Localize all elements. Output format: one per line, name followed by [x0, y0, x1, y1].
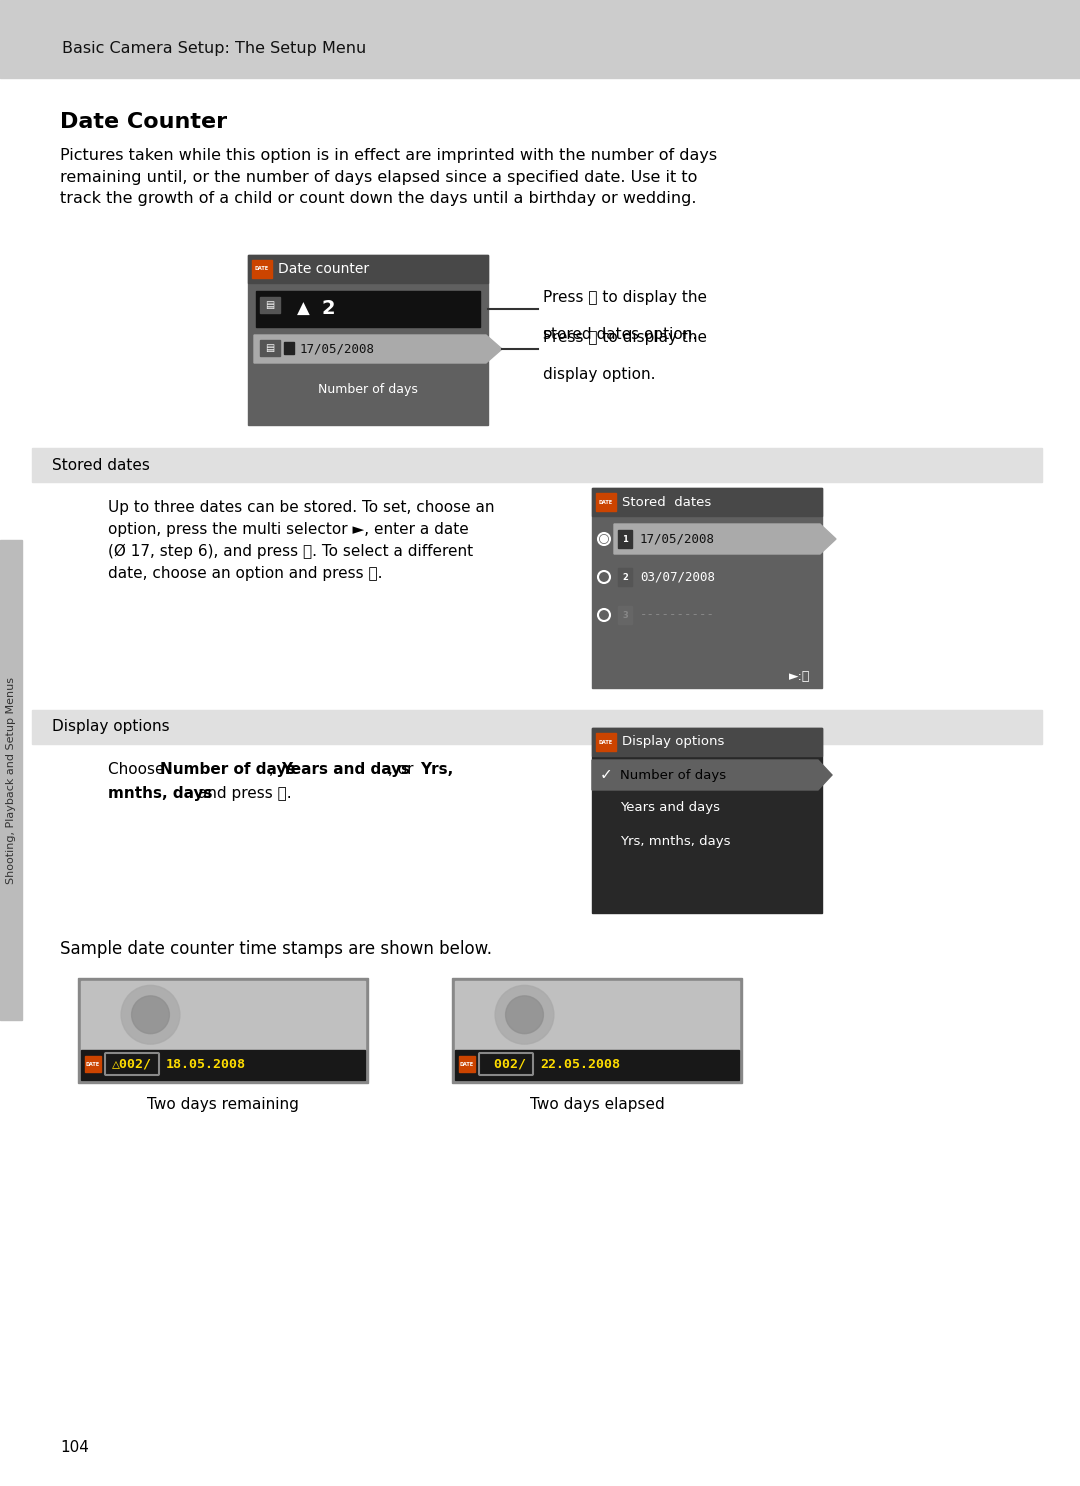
- Bar: [248, 256, 488, 425]
- Text: Two days remaining: Two days remaining: [147, 1098, 299, 1113]
- Bar: [85, 1057, 102, 1071]
- FancyBboxPatch shape: [105, 1054, 159, 1074]
- Bar: [592, 728, 822, 756]
- Bar: [453, 978, 742, 1083]
- Circle shape: [121, 985, 180, 1045]
- Text: Years and days: Years and days: [620, 801, 720, 814]
- Text: 2: 2: [321, 300, 335, 318]
- Circle shape: [495, 985, 554, 1045]
- Text: Years and days: Years and days: [281, 762, 410, 777]
- Bar: [252, 260, 272, 278]
- Bar: [32, 447, 1042, 481]
- Text: Press ⒪ to display the: Press ⒪ to display the: [543, 290, 707, 305]
- Text: DATE: DATE: [460, 1061, 474, 1067]
- Bar: [592, 487, 822, 516]
- Text: ✓: ✓: [600, 767, 612, 783]
- Text: Basic Camera Setup: The Setup Menu: Basic Camera Setup: The Setup Menu: [62, 40, 366, 56]
- Text: 1: 1: [622, 535, 627, 544]
- Circle shape: [600, 535, 607, 542]
- Text: ----------: ----------: [640, 608, 715, 621]
- Text: (Ø 17, step 6), and press ⒪. To select a different: (Ø 17, step 6), and press ⒪. To select a…: [108, 544, 473, 559]
- Text: Stored dates: Stored dates: [52, 458, 150, 473]
- Bar: [81, 981, 365, 1080]
- Bar: [81, 1051, 365, 1080]
- Text: DATE: DATE: [255, 266, 269, 272]
- Bar: [592, 728, 822, 912]
- Text: Number of days: Number of days: [620, 768, 726, 782]
- Text: DATE: DATE: [599, 499, 613, 505]
- Text: Display options: Display options: [622, 736, 725, 749]
- Text: display option.: display option.: [543, 367, 656, 382]
- Circle shape: [505, 996, 543, 1034]
- Bar: [596, 493, 616, 511]
- Text: 03/07/2008: 03/07/2008: [640, 571, 715, 584]
- Text: option, press the multi selector ►, enter a date: option, press the multi selector ►, ente…: [108, 522, 469, 536]
- Text: stored dates option.: stored dates option.: [543, 327, 698, 342]
- Bar: [618, 531, 632, 548]
- Text: 3: 3: [622, 611, 627, 620]
- Bar: [618, 606, 632, 624]
- Text: and press ⒪.: and press ⒪.: [193, 786, 292, 801]
- Text: Up to three dates can be stored. To set, choose an: Up to three dates can be stored. To set,…: [108, 499, 495, 516]
- Text: △002/: △002/: [112, 1058, 152, 1070]
- Bar: [260, 297, 280, 314]
- Text: Yrs, mnths, days: Yrs, mnths, days: [620, 835, 730, 849]
- Text: Display options: Display options: [52, 719, 170, 734]
- Text: Number of days: Number of days: [319, 382, 418, 395]
- Text: 22.05.2008: 22.05.2008: [540, 1058, 620, 1070]
- Text: ▤: ▤: [266, 300, 274, 311]
- Text: 18.05.2008: 18.05.2008: [166, 1058, 246, 1070]
- Text: Press ⒪ to display the: Press ⒪ to display the: [543, 330, 707, 345]
- Polygon shape: [254, 334, 502, 363]
- Text: ►:⒪: ►:⒪: [788, 670, 810, 682]
- Text: 104: 104: [60, 1440, 89, 1455]
- Text: Two days elapsed: Two days elapsed: [529, 1098, 664, 1113]
- Text: Stored  dates: Stored dates: [622, 495, 712, 508]
- Bar: [78, 978, 368, 1083]
- Text: 17/05/2008: 17/05/2008: [300, 342, 375, 355]
- Text: ▲: ▲: [297, 300, 309, 318]
- Bar: [596, 733, 616, 750]
- Bar: [455, 1051, 739, 1080]
- Text: Number of days: Number of days: [160, 762, 295, 777]
- Text: Sample date counter time stamps are shown below.: Sample date counter time stamps are show…: [60, 941, 492, 958]
- Circle shape: [132, 996, 170, 1034]
- FancyBboxPatch shape: [480, 1054, 534, 1074]
- Text: 17/05/2008: 17/05/2008: [640, 532, 715, 545]
- Bar: [592, 487, 822, 688]
- Text: Date counter: Date counter: [278, 262, 369, 276]
- Bar: [455, 981, 739, 1080]
- Bar: [260, 340, 280, 357]
- Bar: [32, 710, 1042, 744]
- Text: Yrs,: Yrs,: [420, 762, 454, 777]
- Text: date, choose an option and press ⒪.: date, choose an option and press ⒪.: [108, 566, 382, 581]
- Bar: [459, 1057, 475, 1071]
- Bar: [0, 0, 1080, 77]
- Text: DATE: DATE: [599, 740, 613, 744]
- Bar: [284, 342, 294, 354]
- Bar: [0, 539, 22, 1019]
- Text: Shooting, Playback and Setup Menus: Shooting, Playback and Setup Menus: [6, 676, 16, 884]
- Text: DATE: DATE: [86, 1061, 100, 1067]
- Text: 2: 2: [622, 572, 627, 581]
- Text: 002/: 002/: [486, 1058, 526, 1070]
- Text: , or: , or: [388, 762, 418, 777]
- Text: ,: ,: [269, 762, 279, 777]
- Bar: [256, 291, 480, 327]
- Bar: [248, 256, 488, 282]
- Text: Date Counter: Date Counter: [60, 111, 227, 132]
- Text: ▤: ▤: [266, 343, 274, 354]
- Text: Pictures taken while this option is in effect are imprinted with the number of d: Pictures taken while this option is in e…: [60, 149, 717, 207]
- Text: mnths, days: mnths, days: [108, 786, 213, 801]
- Polygon shape: [592, 759, 832, 791]
- Polygon shape: [615, 525, 836, 554]
- Text: Choose: Choose: [108, 762, 170, 777]
- Bar: [618, 568, 632, 585]
